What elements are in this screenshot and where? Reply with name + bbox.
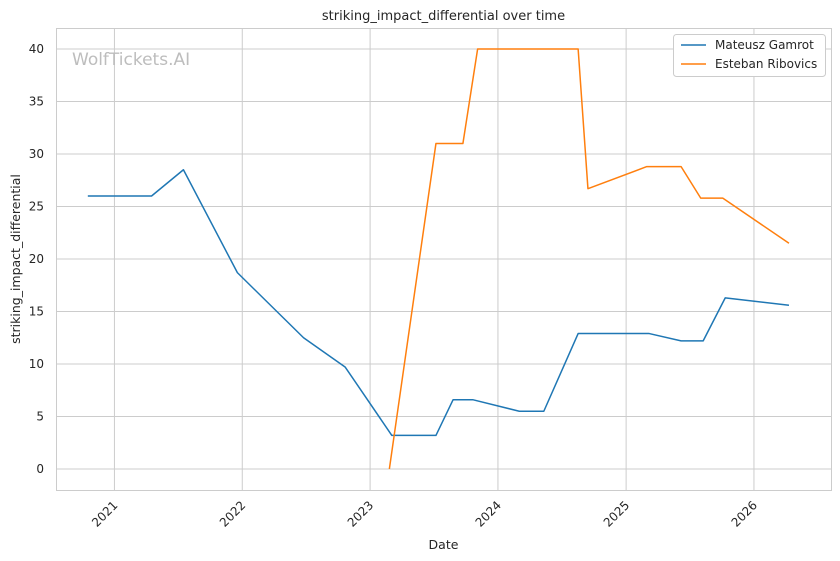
y-tick-label: 30 xyxy=(29,147,44,161)
plot-area-border xyxy=(56,28,832,491)
series-line-esteban-ribovics xyxy=(388,48,790,470)
y-tick-label: 40 xyxy=(29,42,44,56)
series-lines xyxy=(87,48,790,470)
y-tick-label: 25 xyxy=(29,200,44,214)
y-tick-label: 5 xyxy=(36,410,44,424)
legend-box xyxy=(673,34,826,77)
y-axis-title: striking_impact_differential xyxy=(8,174,23,344)
y-axis-ticks: 0 5 10 15 20 25 30 35 40 xyxy=(29,42,44,476)
legend: Mateusz Gamrot Esteban Ribovics xyxy=(673,34,826,77)
chart-title: striking_impact_differential over time xyxy=(322,9,565,24)
y-tick-label: 0 xyxy=(36,462,44,476)
legend-label-esteban-ribovics: Esteban Ribovics xyxy=(715,57,817,71)
watermark-text: WolfTickets.AI xyxy=(72,50,190,70)
x-axis-title: Date xyxy=(429,537,459,552)
grid xyxy=(57,28,831,490)
y-tick-label: 20 xyxy=(29,252,44,266)
y-tick-label: 35 xyxy=(29,95,44,109)
legend-label-mateusz-gamrot: Mateusz Gamrot xyxy=(715,38,814,52)
series-line-mateusz-gamrot xyxy=(87,169,790,437)
y-tick-label: 10 xyxy=(29,357,44,371)
y-tick-label: 15 xyxy=(29,305,44,319)
